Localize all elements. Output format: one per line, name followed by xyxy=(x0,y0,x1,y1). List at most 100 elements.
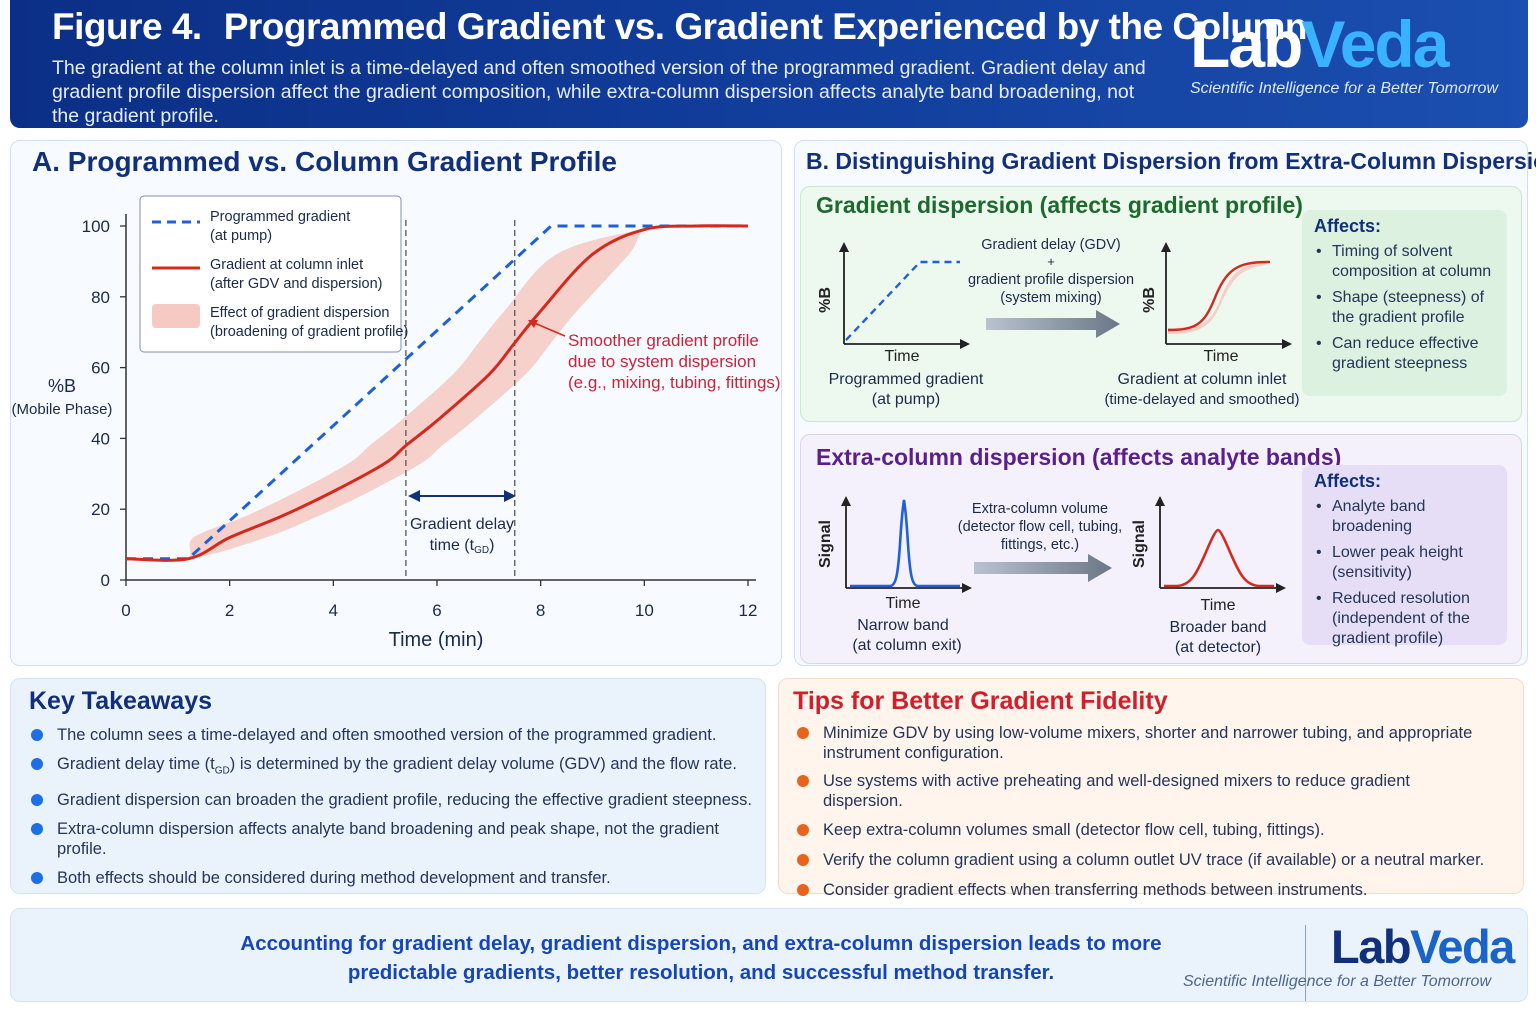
x-axis-label: Time (min) xyxy=(389,629,484,651)
arrow-text-2: gradient profile dispersion xyxy=(968,272,1134,288)
gradient-affects-box: Affects: Timing of solvent composition a… xyxy=(1302,210,1507,396)
peak-left-ylabel: Signal xyxy=(817,520,834,568)
logo-lab-text: Lab xyxy=(1331,920,1412,973)
arrow-text-3: (system mixing) xyxy=(1000,290,1102,306)
annotation-line3: (e.g., mixing, tubing, fittings) xyxy=(568,373,781,392)
y-tick-label: 60 xyxy=(91,359,110,378)
tick-layer: 0 2 4 6 8 10 12 0 20 40 60 80 100 xyxy=(82,217,758,620)
tip-item: Verify the column gradient using a colum… xyxy=(795,850,1485,870)
takeaway-item: Gradient dispersion can broaden the grad… xyxy=(29,790,759,810)
annotation-line2: due to system dispersion xyxy=(568,352,756,371)
programmed-caption-2: (at pump) xyxy=(872,391,940,408)
footer-message-line1: Accounting for gradient delay, gradient … xyxy=(240,932,1162,955)
gradient-dispersion-title: Gradient dispersion (affects gradient pr… xyxy=(816,192,1303,218)
extra-affects-list: Analyte band broadening Lower peak heigh… xyxy=(1314,497,1504,655)
extra-column-title: Extra-column dispersion (affects analyte… xyxy=(816,444,1342,470)
x-tick-label: 2 xyxy=(225,601,234,620)
bullet-dot-icon xyxy=(797,727,809,739)
mini-left-x-arrowhead xyxy=(960,339,970,349)
tips-title: Tips for Better Gradient Fidelity xyxy=(793,687,1168,715)
mini-right-y-arrowhead xyxy=(1161,242,1171,252)
y-axis-sublabel: (Mobile Phase) xyxy=(12,401,113,418)
bullet-dot-icon xyxy=(797,854,809,866)
y-tick-label: 80 xyxy=(91,288,110,307)
peak-left-x-arrowhead xyxy=(962,583,972,593)
extra-arrow-text-1: Extra-column volume xyxy=(972,501,1108,517)
figure-title: Figure 4. Programmed Gradient vs. Gradien… xyxy=(52,6,1308,48)
extra-arrow-text-3: fittings, etc.) xyxy=(1001,537,1079,553)
legend-column-label-1: Gradient at column inlet xyxy=(210,257,363,273)
programmed-caption-1: Programmed gradient xyxy=(829,371,984,388)
logo-tagline: Scientific Intelligence for a Better Tom… xyxy=(1183,973,1491,990)
tip-item: Minimize GDV by using low-volume mixers,… xyxy=(795,723,1485,763)
dispersion-band xyxy=(126,225,748,561)
mini-dispersion-band xyxy=(1168,262,1270,334)
logo-veda-text: Veda xyxy=(1410,920,1515,973)
gradient-affects-item: Shape (steepness) of the gradient profil… xyxy=(1314,288,1504,328)
legend-effect-label-1: Effect of gradient dispersion xyxy=(210,305,389,321)
y-tick-label: 100 xyxy=(82,217,110,236)
peak-left-xlabel: Time xyxy=(886,595,921,612)
mini-right-ylabel: %B xyxy=(1141,287,1158,313)
mini-right-x-arrowhead xyxy=(1282,339,1292,349)
x-tick-label: 4 xyxy=(329,601,338,620)
y-tick-label: 0 xyxy=(101,571,110,590)
figure-subtitle: The gradient at the column inlet is a ti… xyxy=(52,57,1146,127)
broad-band-caption-2: (at detector) xyxy=(1175,639,1261,656)
figure-title-text: Programmed Gradient vs. Gradient Experie… xyxy=(223,6,1308,47)
y-tick-label: 20 xyxy=(91,500,110,519)
dispersion-band-layer xyxy=(126,225,748,561)
extra-affects-title: Affects: xyxy=(1314,471,1382,491)
mini-left-xlabel: Time xyxy=(885,348,920,365)
takeaway-item: The column sees a time-delayed and often… xyxy=(29,725,759,745)
tips-list: Minimize GDV by using low-volume mixers,… xyxy=(795,723,1485,900)
annotation-pointer-head xyxy=(528,320,538,328)
x-tick-label: 6 xyxy=(432,601,441,620)
chart-legend-box xyxy=(139,195,402,353)
tip-item: Consider gradient effects when transferr… xyxy=(795,880,1485,900)
bullet-dot-icon xyxy=(797,775,809,787)
legend-programmed-label-2: (at pump) xyxy=(210,228,272,244)
annotation-pointer xyxy=(531,321,566,337)
broad-peak xyxy=(1164,528,1274,588)
gradient-dispersion-diagram: %B Time Programmed gradient (at pump) Gr… xyxy=(817,237,1300,408)
extra-affects-item: Lower peak height (sensitivity) xyxy=(1314,543,1504,583)
arrow-text-1: Gradient delay (GDV) xyxy=(981,237,1120,253)
peak-left-y-arrowhead xyxy=(841,496,851,506)
footer-message-line2: predictable gradients, better resolution… xyxy=(347,961,1055,984)
column-gradient-line xyxy=(125,224,749,562)
mini-column-gradient-line xyxy=(1167,260,1270,332)
tip-item: Keep extra-column volumes small (detecto… xyxy=(795,820,1485,840)
bullet-dot-icon xyxy=(31,729,43,741)
mini-left-ylabel: %B xyxy=(817,287,834,313)
footer-banner: Accounting for gradient delay, gradient … xyxy=(10,908,1528,1002)
peak-right-y-arrowhead xyxy=(1155,496,1165,506)
footer-message: Accounting for gradient delay, gradient … xyxy=(231,929,1171,987)
key-takeaways-title: Key Takeaways xyxy=(29,687,212,715)
axis-layer xyxy=(125,214,756,581)
column-caption-2: (time-delayed and smoothed) xyxy=(1104,391,1299,408)
extra-affects-box: Affects: Analyte band broadening Lower p… xyxy=(1302,465,1507,647)
extra-affects-item: Reduced resolution (independent of the g… xyxy=(1314,589,1504,649)
extra-affects-item: Analyte band broadening xyxy=(1314,497,1504,537)
takeaway-item: Both effects should be considered during… xyxy=(29,868,759,888)
takeaway-item: Gradient delay time (tGD) is determined … xyxy=(29,754,759,781)
peak-right-ylabel: Signal xyxy=(1131,520,1148,568)
delay-arrow-right-head xyxy=(504,490,516,502)
column-caption-1: Gradient at column inlet xyxy=(1118,371,1288,388)
peak-right-x-arrowhead xyxy=(1276,583,1286,593)
panel-b-title: B. Distinguishing Gradient Dispersion fr… xyxy=(806,148,1536,174)
takeaway-item: Extra-column dispersion affects analyte … xyxy=(29,819,759,859)
mini-programmed-gradient-line xyxy=(845,260,960,341)
key-takeaways-list: The column sees a time-delayed and often… xyxy=(29,725,759,888)
arrow-text-plus: + xyxy=(1047,254,1055,269)
bullet-dot-icon xyxy=(31,794,43,807)
gradient-affects-item: Timing of solvent composition at column xyxy=(1314,242,1504,282)
legend-effect-label-2: (broadening of gradient profile) xyxy=(210,324,408,340)
bullet-dot-icon xyxy=(31,823,43,836)
narrow-peak xyxy=(850,499,960,588)
y-axis-label: %B xyxy=(48,376,76,396)
legend-effect-swatch xyxy=(152,304,200,328)
figure-number: Figure 4. xyxy=(52,6,202,47)
broad-band-caption-1: Broader band xyxy=(1170,619,1267,636)
